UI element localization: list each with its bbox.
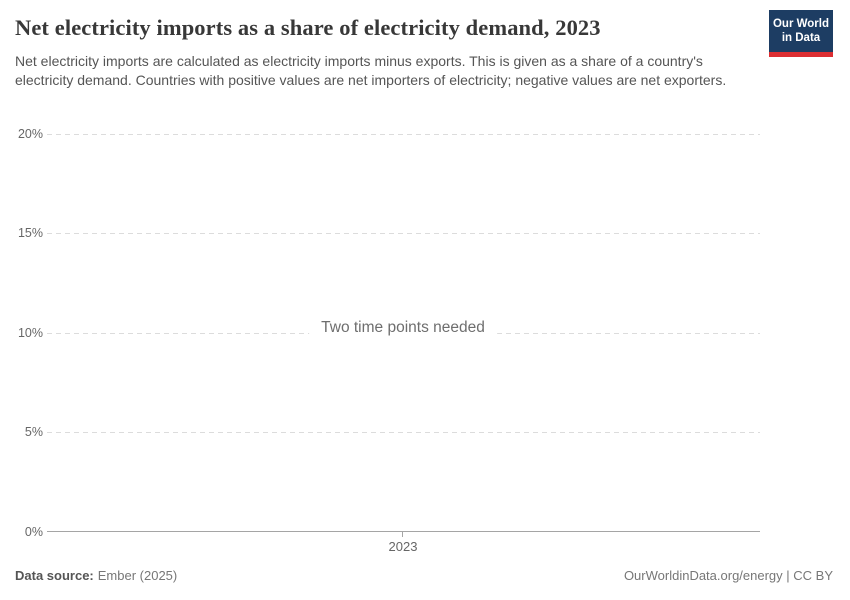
owid-logo[interactable]: Our World in Data — [769, 10, 833, 57]
data-source-label: Data source: — [15, 568, 94, 583]
owid-logo-line1: Our World — [772, 18, 829, 30]
data-source-note: Data source: Ember (2025) — [15, 568, 177, 583]
gridline-15pct — [47, 233, 760, 234]
owid-logo-line2: in Data — [781, 31, 821, 44]
y-tick-label-0: 0% — [24, 525, 43, 539]
y-tick-label-10: 10% — [17, 326, 43, 340]
chart-title: Net electricity imports as a share of el… — [15, 15, 601, 40]
y-tick-label-15: 15% — [17, 226, 43, 240]
chart-subtitle: Net electricity imports are calculated a… — [15, 53, 727, 88]
y-tick-label-20: 20% — [17, 127, 43, 141]
y-tick-label-5: 5% — [24, 425, 43, 439]
x-tick-mark-2023 — [402, 532, 403, 537]
attribution-link[interactable]: OurWorldinData.org/energy | CC BY — [623, 568, 833, 583]
data-source-value: Ember (2025) — [97, 568, 178, 583]
x-tick-label-2023: 2023 — [388, 539, 418, 554]
gridline-5pct — [47, 432, 760, 433]
x-axis-line — [47, 531, 760, 532]
gridline-20pct — [47, 134, 760, 135]
empty-state-message: Two time points needed — [309, 319, 497, 337]
